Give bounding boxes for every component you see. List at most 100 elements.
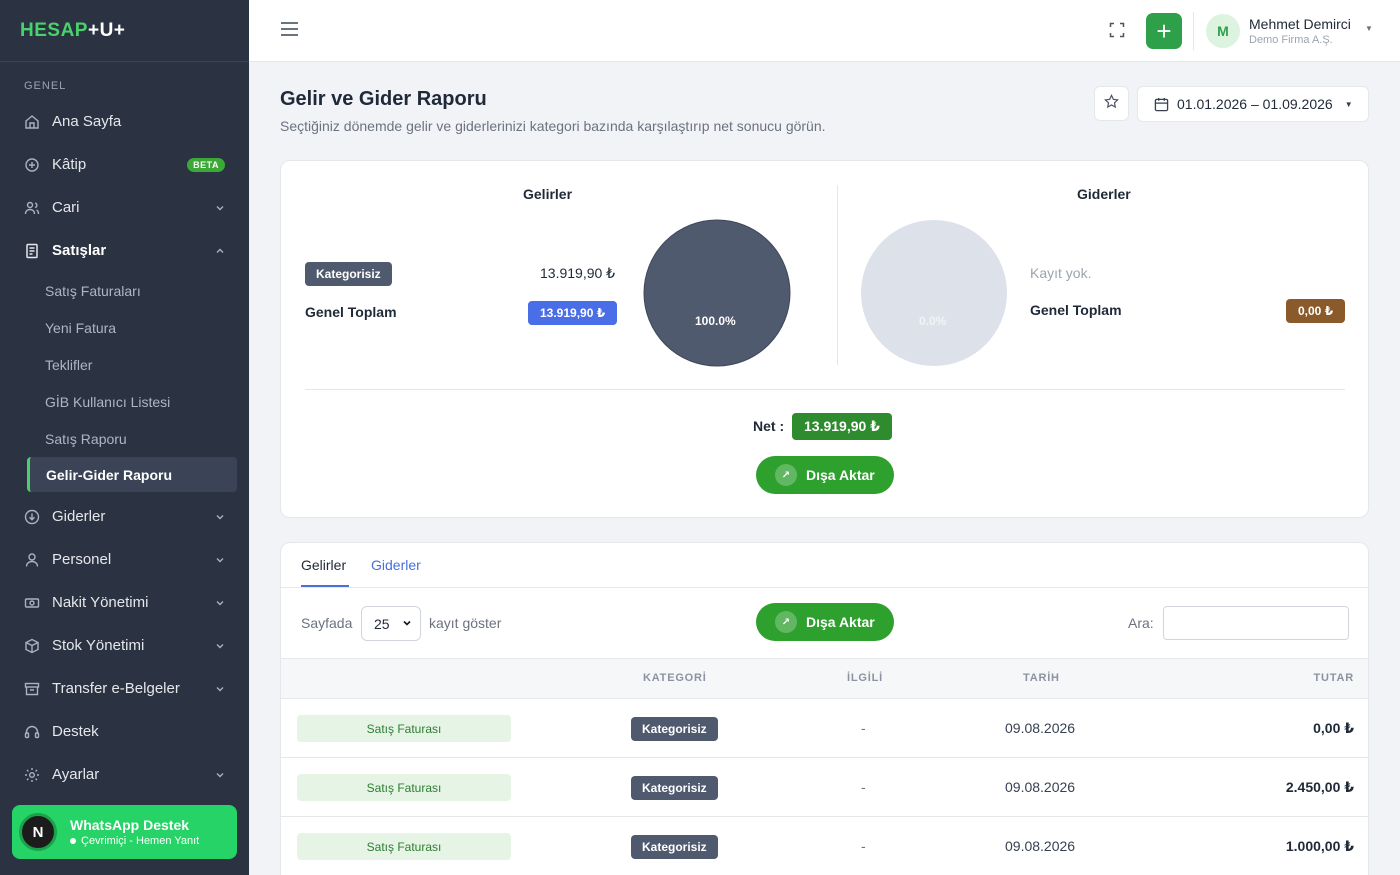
quick-add-button[interactable]: +: [1146, 13, 1182, 49]
sidebar: HESAP +U+ GENEL Ana Sayfa Kâtip BETA Cari…: [0, 0, 249, 875]
home-icon: [24, 114, 40, 130]
row-date: 09.08.2026: [1005, 720, 1076, 736]
export-label: Dışa Aktar: [806, 614, 875, 630]
sidebar-item-label: Stok Yönetimi: [52, 637, 145, 654]
row-amount: 0,00 ₺: [1313, 720, 1354, 736]
whatsapp-status: Çevrimiçi - Hemen Yanıt: [70, 835, 199, 847]
income-pie-chart: [643, 219, 791, 367]
sidebar-nav-lower: Giderler Personel Nakit Yönetimi Stok Yö…: [0, 495, 249, 796]
sidebar-item-ayarlar[interactable]: Ayarlar: [0, 753, 249, 796]
column-header-ilgili[interactable]: İLGİLİ: [847, 672, 883, 684]
search-input[interactable]: [1163, 606, 1349, 640]
table-row[interactable]: Satış Faturası Kategorisiz - 09.08.2026 …: [281, 817, 1368, 875]
row-date: 09.08.2026: [1005, 779, 1076, 795]
fullscreen-icon[interactable]: [1109, 22, 1125, 38]
sidebar-item-label: Personel: [52, 551, 112, 568]
avatar[interactable]: M: [1206, 14, 1240, 48]
income-category-badge: Kategorisiz: [305, 262, 392, 286]
chevron-down-icon: [215, 555, 225, 565]
sidebar-item-label: Cari: [52, 199, 80, 216]
export-label: Dışa Aktar: [806, 467, 875, 483]
submenu-item-gib-kullanici-listesi[interactable]: GİB Kullanıcı Listesi: [45, 393, 171, 410]
sidebar-section-label: GENEL: [24, 80, 67, 92]
chevron-down-icon: [215, 203, 225, 213]
users-icon: [24, 200, 40, 216]
page-size-select[interactable]: 25: [361, 606, 421, 641]
chevron-down-icon: [215, 512, 225, 522]
menu-toggle-icon[interactable]: [281, 22, 298, 36]
whatsapp-support-button[interactable]: N WhatsApp Destek Çevrimiçi - Hemen Yanı…: [12, 805, 237, 859]
sidebar-item-cari[interactable]: Cari: [0, 186, 249, 229]
submenu-item-gelir-gider-raporu[interactable]: Gelir-Gider Raporu: [27, 457, 237, 492]
user-name[interactable]: Mehmet Demirci: [1249, 16, 1351, 32]
row-type-badge[interactable]: Satış Faturası: [297, 715, 511, 742]
row-type-badge[interactable]: Satış Faturası: [297, 833, 511, 860]
tab-gelirler[interactable]: Gelirler: [301, 557, 347, 573]
date-range-picker[interactable]: 01.01.2026 – 01.09.2026 ▼: [1137, 86, 1369, 122]
submenu-item-satis-faturalari[interactable]: Satış Faturaları: [45, 282, 141, 299]
submenu-item-satis-raporu[interactable]: Satış Raporu: [45, 430, 127, 447]
submenu-item-teklifler[interactable]: Teklifler: [45, 356, 93, 373]
search-label: Ara:: [1128, 615, 1154, 631]
income-pie-slice: [643, 219, 791, 367]
row-category-badge: Kategorisiz: [631, 835, 718, 859]
column-header-kategori[interactable]: KATEGORİ: [643, 672, 707, 684]
row-date: 09.08.2026: [1005, 838, 1076, 854]
whatsapp-title: WhatsApp Destek: [70, 817, 190, 833]
sidebar-item-ana-sayfa[interactable]: Ana Sayfa: [0, 100, 249, 143]
headset-icon: [24, 724, 40, 740]
gear-icon: [24, 767, 40, 783]
tab-giderler[interactable]: Giderler: [371, 557, 421, 573]
income-title: Gelirler: [523, 186, 573, 202]
page-subtitle: Seçtiğiniz dönemde gelir ve giderleriniz…: [280, 118, 826, 134]
archive-icon: [24, 681, 40, 697]
document-icon: [24, 243, 40, 259]
sidebar-item-giderler[interactable]: Giderler: [0, 495, 249, 538]
row-type-badge[interactable]: Satış Faturası: [297, 774, 511, 801]
summary-export-button[interactable]: ↗ Dışa Aktar: [756, 456, 894, 494]
sidebar-item-label: Nakit Yönetimi: [52, 594, 149, 611]
support-avatar: N: [19, 813, 57, 851]
topbar: + M Mehmet Demirci Demo Firma A.Ş. ▼: [249, 0, 1400, 62]
sidebar-item-label: Kâtip: [52, 156, 87, 173]
arrow-up-right-icon: ↗: [775, 464, 797, 486]
sidebar-item-destek[interactable]: Destek: [0, 710, 249, 753]
expense-total-label: Genel Toplam: [1030, 302, 1122, 318]
sidebar-item-satislar[interactable]: Satışlar: [0, 229, 249, 272]
income-pie-label: 100.0%: [695, 314, 736, 328]
table-row[interactable]: Satış Faturası Kategorisiz - 09.08.2026 …: [281, 699, 1368, 758]
table-export-button[interactable]: ↗ Dışa Aktar: [756, 603, 894, 641]
report-tabs: Gelirler Giderler: [281, 543, 1368, 588]
plus-icon: +: [1156, 16, 1172, 46]
column-header-tutar[interactable]: TUTAR: [1313, 672, 1354, 684]
sidebar-item-stok-yonetimi[interactable]: Stok Yönetimi: [0, 624, 249, 667]
row-amount: 2.450,00 ₺: [1285, 779, 1354, 795]
person-icon: [24, 552, 40, 568]
row-related: -: [861, 779, 866, 795]
row-related: -: [861, 838, 866, 854]
chevron-up-icon: [215, 246, 225, 256]
favorite-button[interactable]: [1094, 86, 1129, 121]
chevron-down-icon: [402, 618, 412, 630]
caret-down-icon[interactable]: ▼: [1365, 24, 1373, 33]
app-logo[interactable]: HESAP +U+: [0, 0, 249, 62]
income-total-badge: 13.919,90 ₺: [528, 301, 618, 325]
box-icon: [24, 638, 40, 654]
sidebar-item-transfer-e-belgeler[interactable]: Transfer e-Belgeler: [0, 667, 249, 710]
page-size-prefix: Sayfada: [301, 615, 353, 631]
submenu-item-yeni-fatura[interactable]: Yeni Fatura: [45, 319, 117, 336]
table-row[interactable]: Satış Faturası Kategorisiz - 09.08.2026 …: [281, 758, 1368, 817]
summary-divider: [837, 185, 838, 365]
column-header-tarih[interactable]: TARİH: [1023, 672, 1060, 684]
ai-icon: [24, 157, 40, 173]
expense-total-badge: 0,00 ₺: [1286, 299, 1346, 323]
row-related: -: [861, 720, 866, 736]
sidebar-item-personel[interactable]: Personel: [0, 538, 249, 581]
sidebar-nav: Ana Sayfa Kâtip BETA Cari Satışlar: [0, 100, 249, 272]
chevron-down-icon: [215, 641, 225, 651]
download-circle-icon: [24, 509, 40, 525]
sidebar-item-nakit-yonetimi[interactable]: Nakit Yönetimi: [0, 581, 249, 624]
sidebar-item-katip[interactable]: Kâtip BETA: [0, 143, 249, 186]
page-title: Gelir ve Gider Raporu: [280, 88, 487, 110]
net-value-badge: 13.919,90 ₺: [792, 413, 892, 440]
